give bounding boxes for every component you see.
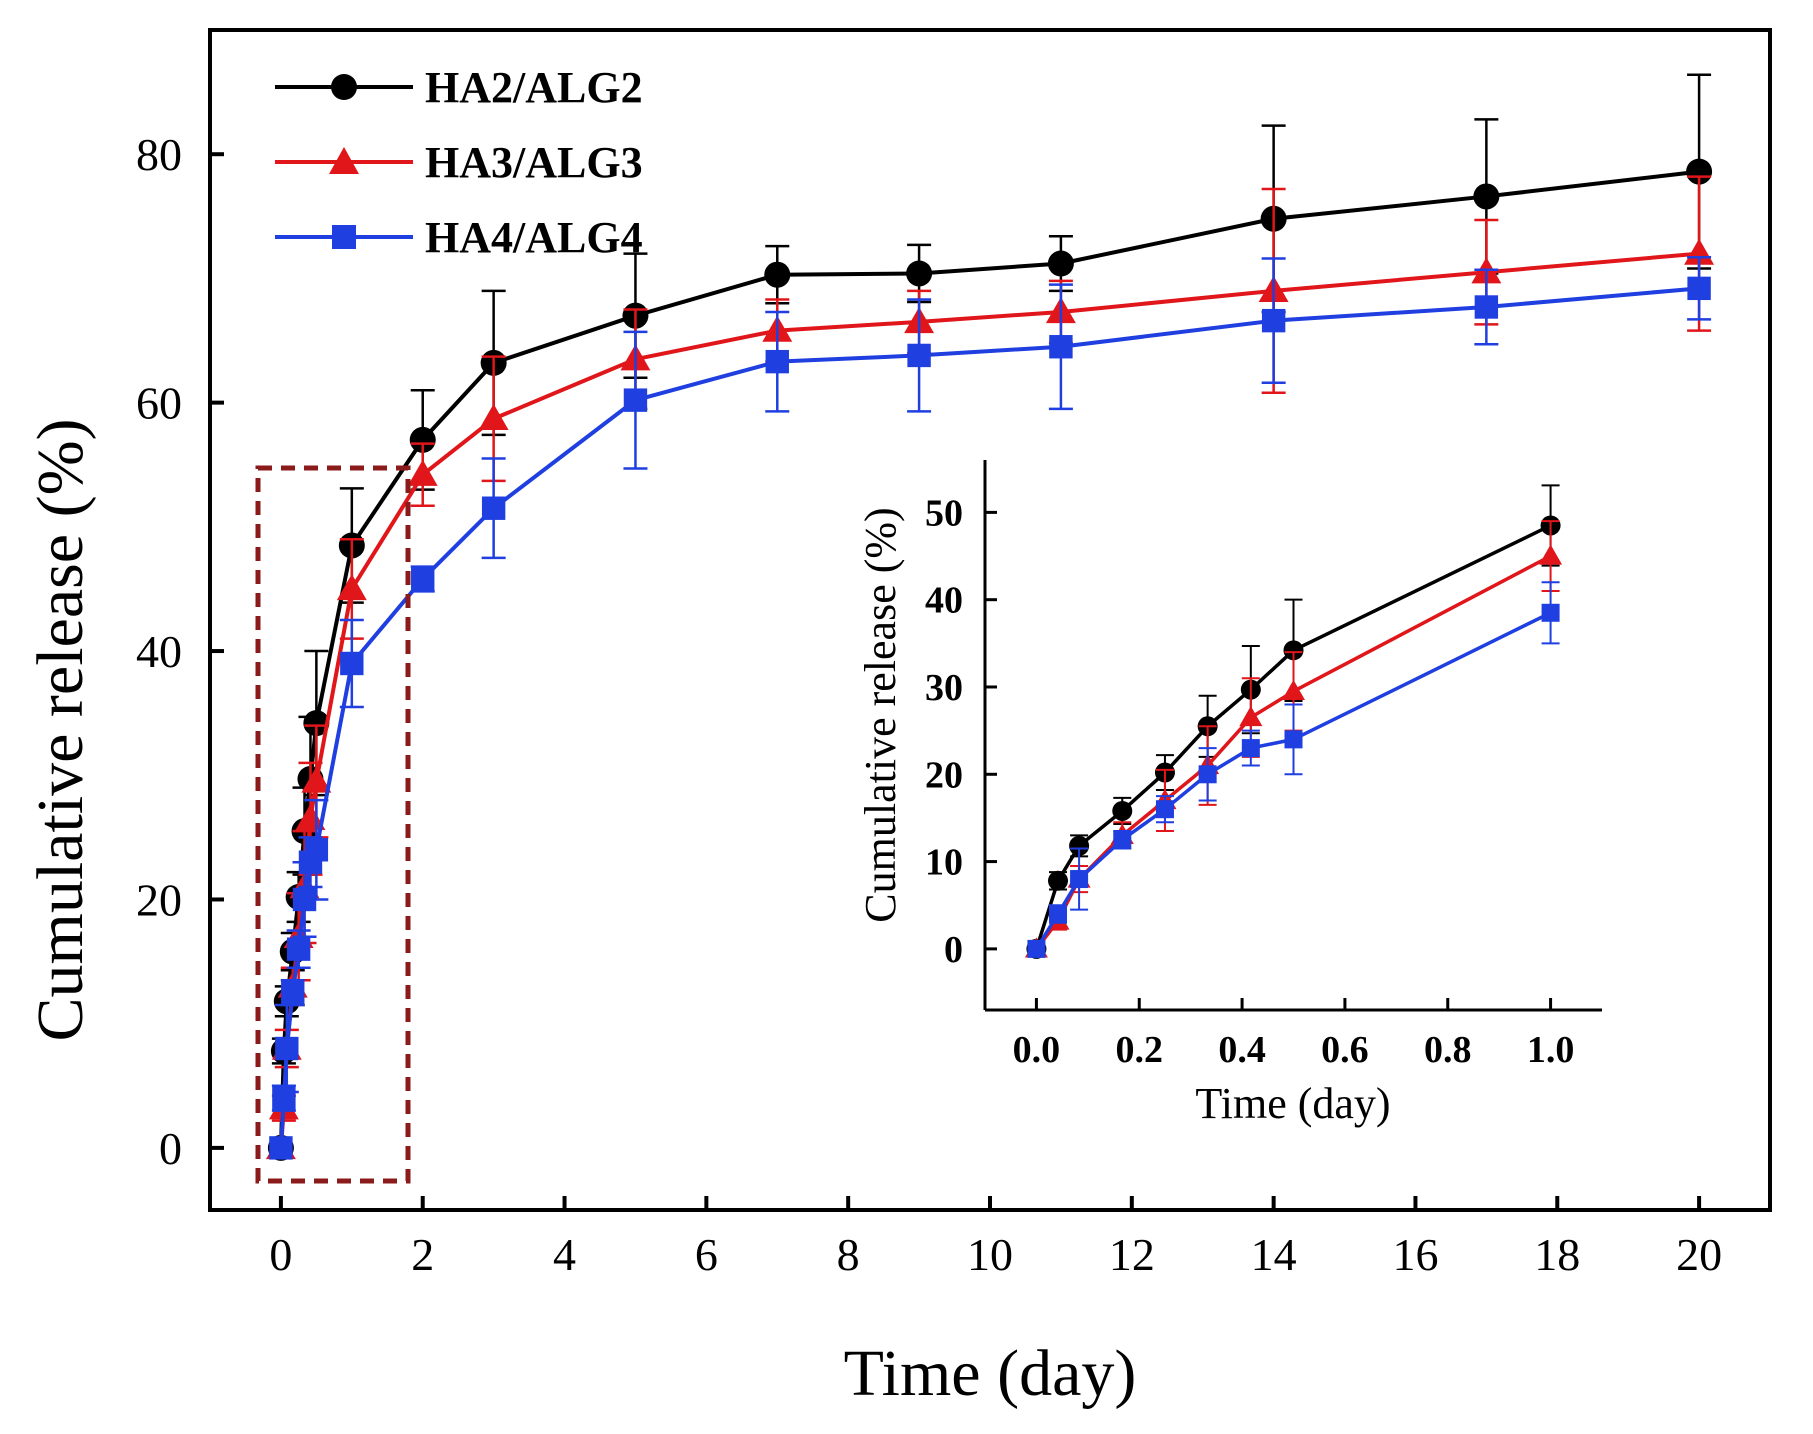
legend-label-ha2-alg2: HA2/ALG2 xyxy=(425,63,643,112)
inset-point-ha2-alg2 xyxy=(1048,870,1069,891)
inset-y-tick-label: 40 xyxy=(925,580,963,622)
inset-point-ha3-alg3 xyxy=(1282,679,1305,700)
main-x-axis-title: Time (day) xyxy=(844,1337,1137,1410)
main-point-ha4-alg4 xyxy=(292,887,317,912)
legend: HA2/ALG2 HA3/ALG3 HA4/ALG4 xyxy=(275,63,643,262)
inset-point-ha4-alg4 xyxy=(1241,739,1260,758)
main-x-tick-label: 4 xyxy=(553,1229,576,1280)
main-point-ha4-alg4 xyxy=(281,980,305,1005)
inset-point-ha4-alg4 xyxy=(1198,765,1217,784)
main-point-ha4-alg4 xyxy=(1049,335,1073,359)
main-point-ha4-alg4 xyxy=(411,567,435,591)
main-point-ha4-alg4 xyxy=(340,651,364,676)
legend-entry-ha4-alg4: HA4/ALG4 xyxy=(275,213,643,262)
main-y-tick-label: 80 xyxy=(136,129,182,180)
main-point-ha4-alg4 xyxy=(269,1136,293,1160)
main-point-ha4-alg4 xyxy=(481,496,506,520)
main-point-ha4-alg4 xyxy=(272,1086,296,1110)
main-point-ha3-alg3 xyxy=(295,803,326,830)
inset-point-ha4-alg4 xyxy=(1070,870,1089,889)
main-x-tick-label: 12 xyxy=(1109,1229,1155,1280)
inset-x-tick-label: 0.2 xyxy=(1116,1029,1164,1071)
inset-x-tick-label: 0.8 xyxy=(1424,1029,1472,1071)
inset-point-ha4-alg4 xyxy=(1541,603,1560,622)
legend-entry-ha3-alg3: HA3/ALG3 xyxy=(275,138,643,187)
inset-y-tick-label: 20 xyxy=(925,754,963,796)
legend-label-ha3-alg3: HA3/ALG3 xyxy=(425,138,643,187)
main-point-ha2-alg2 xyxy=(764,261,791,288)
main-point-ha4-alg4 xyxy=(304,838,329,862)
main-point-ha2-alg2 xyxy=(1473,183,1500,210)
main-y-tick-label: 60 xyxy=(136,378,182,429)
legend-label-ha4-alg4: HA4/ALG4 xyxy=(425,213,643,262)
legend-entry-ha2-alg2: HA2/ALG2 xyxy=(275,63,643,112)
main-point-ha4-alg4 xyxy=(907,343,931,368)
inset-x-tick-label: 0.6 xyxy=(1321,1029,1369,1071)
main-point-ha3-alg3 xyxy=(407,459,438,486)
main-x-tick-label: 0 xyxy=(269,1229,292,1280)
inset-y-tick-label: 0 xyxy=(944,929,963,971)
inset-point-ha3-alg3 xyxy=(1539,544,1563,565)
inset-point-ha3-alg3 xyxy=(1239,706,1263,727)
main-point-ha4-alg4 xyxy=(286,937,311,961)
main-x-tick-label: 14 xyxy=(1251,1229,1297,1280)
main-point-ha4-alg4 xyxy=(765,349,789,374)
legend-marker-square-icon xyxy=(332,225,356,249)
main-point-ha4-alg4 xyxy=(1474,295,1499,319)
main-point-ha4-alg4 xyxy=(1687,276,1711,301)
main-x-tick-label: 20 xyxy=(1676,1229,1722,1280)
inset-point-ha4-alg4 xyxy=(1027,939,1046,958)
inset-x-tick-label: 1.0 xyxy=(1527,1029,1575,1071)
inset-y-tick-label: 10 xyxy=(925,842,963,884)
inset-point-ha4-alg4 xyxy=(1155,800,1174,819)
main-x-tick-label: 6 xyxy=(695,1229,718,1280)
main-point-ha3-alg3 xyxy=(478,403,509,430)
inset-point-ha4-alg4 xyxy=(1113,830,1132,849)
main-x-tick-label: 2 xyxy=(411,1229,434,1280)
main-point-ha2-alg2 xyxy=(1686,158,1713,185)
main-point-ha2-alg2 xyxy=(906,260,933,287)
main-y-axis-title: Cumulative release (%) xyxy=(24,418,97,1041)
inset-y-tick-label: 30 xyxy=(925,667,963,709)
zoom-highlight-box xyxy=(255,465,411,1184)
inset-point-ha4-alg4 xyxy=(1284,730,1303,749)
inset-x-tick-label: 0.0 xyxy=(1013,1029,1061,1071)
main-point-ha2-alg2 xyxy=(1047,250,1074,277)
main-point-ha4-alg4 xyxy=(623,388,648,412)
inset-x-axis-title: Time (day) xyxy=(1195,1079,1390,1128)
inset-y-tick-label: 50 xyxy=(925,492,963,534)
main-y-tick-label: 40 xyxy=(136,626,182,677)
main-y-tick-label: 0 xyxy=(159,1123,182,1174)
legend-marker-circle-icon xyxy=(331,74,357,100)
main-point-ha3-alg3 xyxy=(301,766,332,793)
inset-point-ha2-alg2 xyxy=(1283,640,1304,661)
inset-y-axis-title: Cumulative release (%) xyxy=(856,507,905,922)
main-x-tick-label: 16 xyxy=(1392,1229,1438,1280)
main-point-ha2-alg2 xyxy=(409,426,436,453)
inset-x-tick-label: 0.4 xyxy=(1218,1029,1266,1071)
legend-marker-triangle-icon xyxy=(329,147,359,174)
main-point-ha2-alg2 xyxy=(303,710,330,737)
main-y-tick-label: 20 xyxy=(136,874,182,925)
inset-point-ha4-alg4 xyxy=(1049,904,1068,923)
main-point-ha4-alg4 xyxy=(1261,308,1286,333)
inset-point-ha2-alg2 xyxy=(1069,835,1090,856)
main-x-tick-label: 10 xyxy=(967,1229,1013,1280)
main-plot: 0 2 4 6 8 10 12 14 16 18 20 0 20 40 60 80 xyxy=(136,73,1722,1280)
main-x-tick-label: 8 xyxy=(837,1229,860,1280)
inset-point-ha2-alg2 xyxy=(1112,800,1133,821)
inset-plot: 0.0 0.2 0.4 0.6 0.8 1.0 0 10 20 30 40 50 xyxy=(925,484,1575,1071)
main-point-ha4-alg4 xyxy=(275,1036,299,1061)
main-point-ha3-alg3 xyxy=(336,573,367,601)
main-x-tick-label: 18 xyxy=(1534,1229,1580,1280)
